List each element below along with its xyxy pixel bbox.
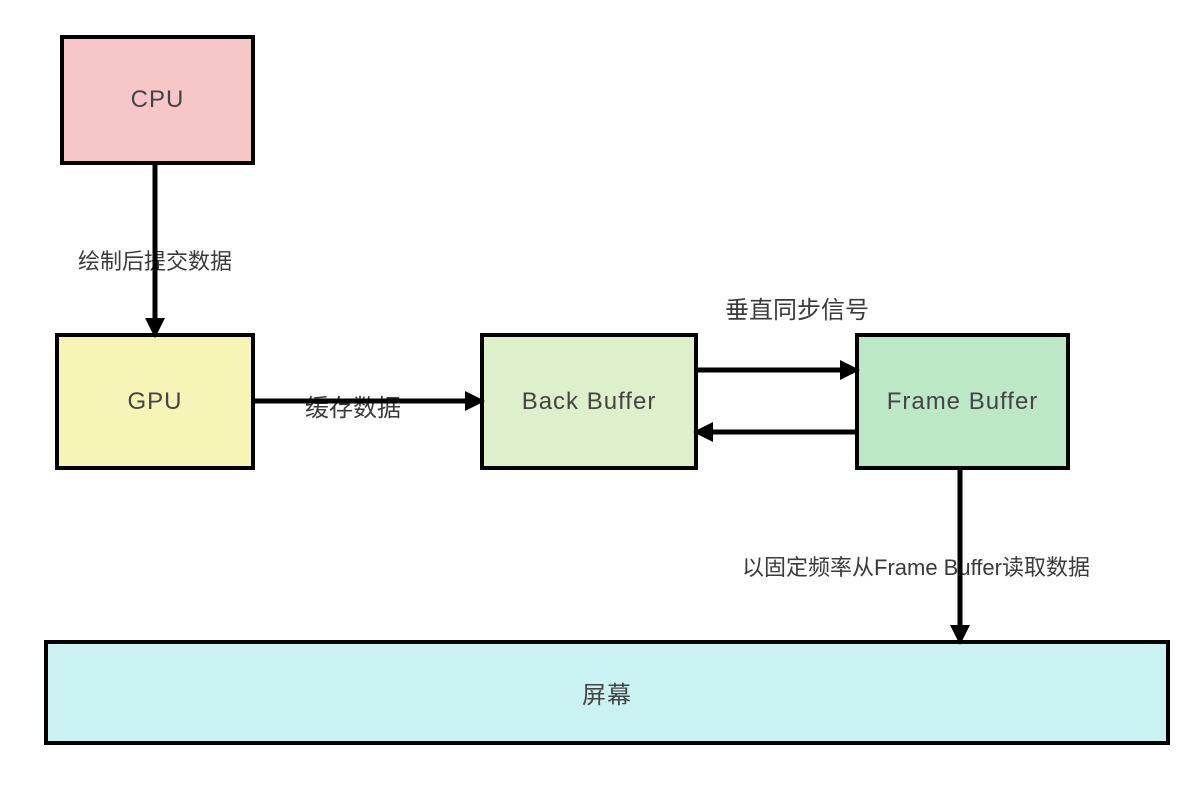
node-gpu-label: GPU [127, 388, 182, 416]
node-cpu: CPU [60, 35, 255, 165]
node-cpu-label: CPU [131, 86, 185, 114]
edge-label-frame-screen: 以固定频率从Frame Buffer读取数据 [742, 550, 1090, 582]
node-screen-label: 屏幕 [582, 675, 632, 710]
edge-label-swap: 垂直同步信号 [725, 290, 869, 325]
node-back-buffer-label: Back Buffer [522, 388, 657, 416]
node-gpu: GPU [55, 333, 255, 470]
node-screen: 屏幕 [44, 640, 1170, 745]
edge-label-cpu-gpu: 绘制后提交数据 [78, 244, 232, 276]
edge-label-gpu-back: 缓存数据 [305, 388, 401, 423]
node-frame-buffer-label: Frame Buffer [887, 388, 1039, 416]
node-back-buffer: Back Buffer [480, 333, 698, 470]
node-frame-buffer: Frame Buffer [855, 333, 1070, 470]
